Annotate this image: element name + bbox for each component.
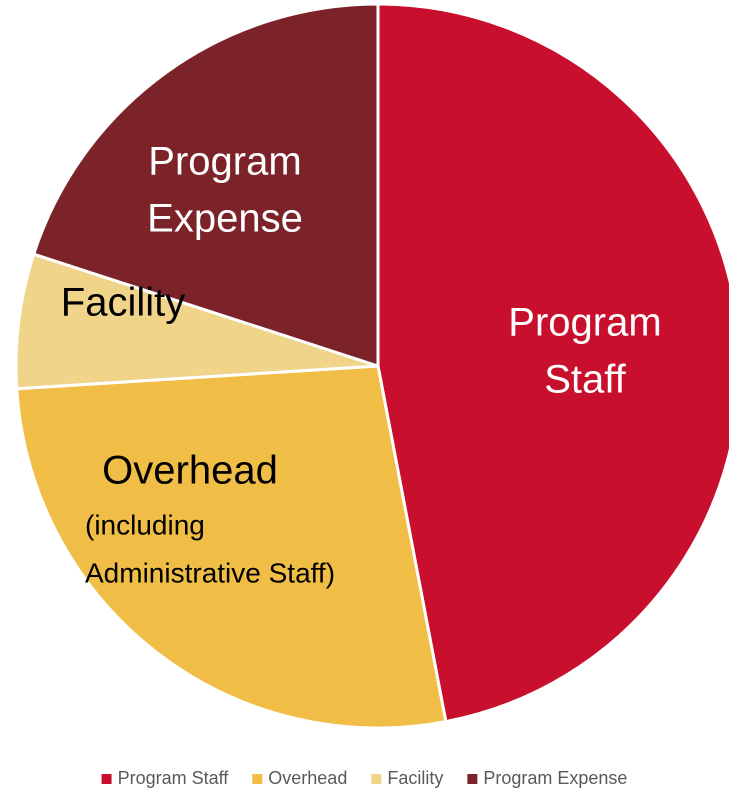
slice-label: Overhead: [102, 449, 278, 493]
legend-label: Facility: [387, 768, 443, 788]
legend-swatch: [101, 774, 112, 784]
slice-label: Staff: [544, 358, 626, 402]
slice-label: Program: [148, 140, 301, 184]
slice-label: Facility: [61, 281, 185, 325]
legend-label: Overhead: [268, 768, 347, 788]
pie-slice: [15, 364, 448, 730]
pie-slice: [14, 252, 379, 391]
legend-swatch: [371, 774, 382, 784]
legend-swatch: [252, 774, 263, 784]
legend-label: Program Staff: [118, 768, 230, 788]
slice-label: Program: [508, 301, 661, 345]
slice-note: (including: [85, 509, 205, 540]
pie-slice: [31, 2, 380, 369]
legend-swatch: [467, 774, 478, 784]
pie-slice: [376, 2, 729, 724]
slice-label: Expense: [147, 197, 303, 241]
legend-label: Program Expense: [483, 768, 627, 788]
slice-note: Administrative Staff): [85, 557, 335, 588]
legend: Program Staff Overhead Facility Program Exp…: [101, 768, 627, 788]
